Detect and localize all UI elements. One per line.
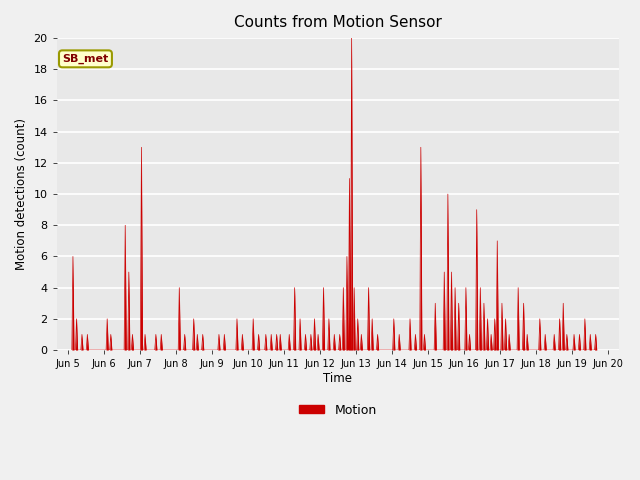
Text: SB_met: SB_met xyxy=(62,54,109,64)
Legend: Motion: Motion xyxy=(294,399,381,422)
Title: Counts from Motion Sensor: Counts from Motion Sensor xyxy=(234,15,442,30)
Y-axis label: Motion detections (count): Motion detections (count) xyxy=(15,118,28,270)
X-axis label: Time: Time xyxy=(323,372,353,385)
